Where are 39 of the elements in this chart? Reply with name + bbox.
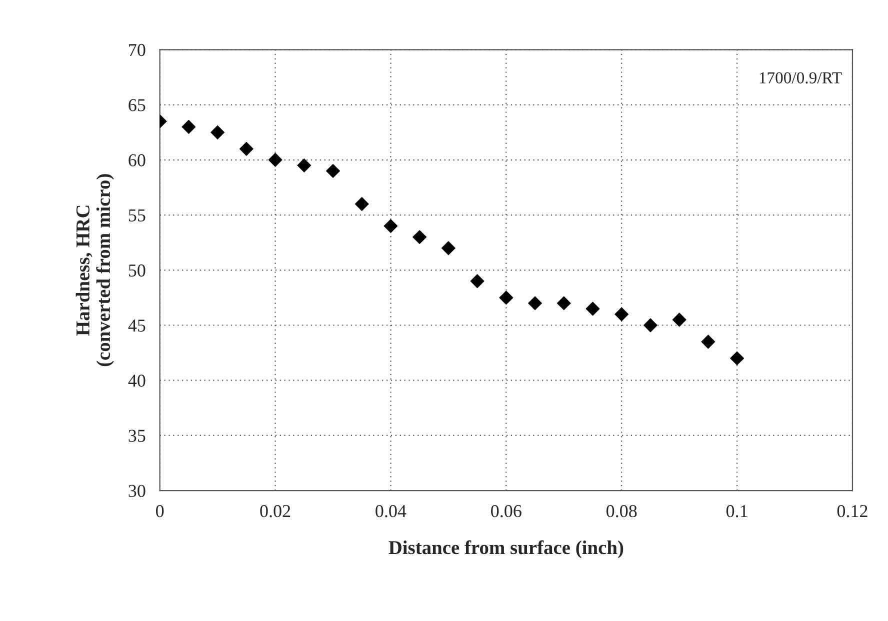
point xyxy=(268,152,282,167)
x-tick-label: 0.04 xyxy=(376,505,406,518)
y-tick-label: 50 xyxy=(128,264,146,277)
point xyxy=(210,125,225,140)
point xyxy=(643,318,658,332)
point xyxy=(239,142,254,156)
point xyxy=(701,334,716,349)
point xyxy=(586,302,600,316)
y-tick-label: 55 xyxy=(128,209,146,222)
point xyxy=(441,241,456,256)
point xyxy=(384,219,398,234)
point xyxy=(556,296,571,310)
y-tick-label: 45 xyxy=(128,320,146,332)
point xyxy=(470,274,484,288)
y-tick-label: 35 xyxy=(128,430,146,442)
y-tick-label: 60 xyxy=(128,154,146,166)
x-tick-label: 0.12 xyxy=(837,505,868,518)
point xyxy=(614,307,629,322)
x-tick-label: 0 xyxy=(156,505,164,518)
y-tick-label: 40 xyxy=(128,374,146,387)
point xyxy=(354,197,369,211)
x-tick-label: 0.08 xyxy=(606,505,637,518)
y-tick-label: 65 xyxy=(128,99,146,112)
point xyxy=(730,351,744,366)
point xyxy=(182,120,196,134)
point xyxy=(672,312,686,327)
x-tick-label: 0.06 xyxy=(491,505,522,518)
point xyxy=(326,164,340,178)
y-tick-label: 30 xyxy=(128,484,146,498)
point xyxy=(412,230,427,244)
x-axis-title: Distance from surface (inch) xyxy=(388,540,624,558)
x-tick-label: 0.1 xyxy=(726,505,748,518)
y-axis-title: Hardness, HRC (converted from micro) xyxy=(76,174,114,366)
point xyxy=(499,290,514,305)
y-tick-label: 70 xyxy=(129,44,146,56)
point xyxy=(297,158,312,172)
annotation: 1700/0.9/RT xyxy=(760,72,842,84)
point xyxy=(528,296,542,310)
x-tick-label: 0.02 xyxy=(260,505,290,518)
